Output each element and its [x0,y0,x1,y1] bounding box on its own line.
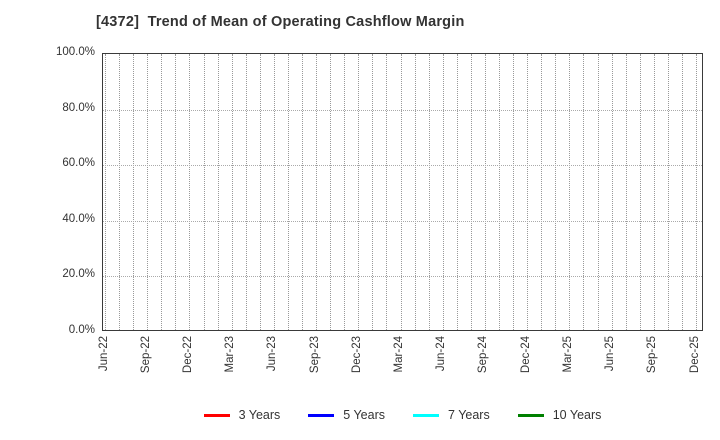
legend-line-swatch [203,413,230,417]
x-tick-label: Dec-24 [519,336,532,374]
vertical-gridline [569,54,571,330]
vertical-gridline [372,54,374,330]
legend-label: 5 Years [343,408,386,422]
legend-item: 10 Years [517,408,602,422]
y-tick-label: 60.0% [62,157,95,170]
horizontal-gridline [103,276,702,278]
vertical-gridline [499,54,500,330]
vertical-gridline [625,54,627,330]
vertical-gridline [189,54,191,330]
vertical-gridline [302,54,303,330]
x-tick-label: Mar-24 [393,336,405,373]
vertical-gridline [259,54,261,330]
vertical-gridline [386,54,388,330]
x-tick-label: Dec-25 [688,336,701,374]
x-tick-label: Jun-25 [604,336,617,372]
horizontal-gridline [103,220,702,222]
legend-line-swatch [517,413,544,417]
legend-label: 7 Years [448,408,490,422]
vertical-gridline [470,54,472,330]
y-tick-label: 0.0% [68,324,95,336]
x-tick-label: Sep-25 [646,336,659,374]
vertical-gridline [133,54,135,330]
x-tick-label: Jun-23 [266,336,279,372]
vertical-gridline [344,54,346,330]
vertical-gridline [119,54,121,330]
vertical-gridline [203,54,205,330]
x-tick-label: Jun-24 [435,336,448,372]
y-tick-label: 40.0% [62,212,95,225]
legend-item: 7 Years [413,408,490,422]
vertical-gridline [597,54,599,330]
vertical-gridline [175,54,177,330]
vertical-gridline [639,54,641,330]
vertical-gridline [217,54,219,330]
x-tick-label: Sep-24 [477,336,490,374]
vertical-gridline [287,54,289,330]
legend-item: 5 Years [308,408,385,422]
vertical-gridline [428,54,430,330]
vertical-gridline [667,54,669,330]
vertical-gridline [555,54,557,330]
vertical-gridline [583,54,585,330]
vertical-gridline [456,54,458,330]
series-plot-layer [103,54,702,330]
x-tick-label: Sep-23 [308,336,321,374]
vertical-gridline [273,54,275,330]
vertical-gridline [147,54,149,330]
x-tick-label: Jun-22 [97,336,110,372]
plot-area [102,53,703,331]
horizontal-gridline [103,109,702,111]
y-tick-label: 20.0% [62,268,95,281]
x-tick-label: Dec-22 [181,336,194,374]
horizontal-gridline [103,165,702,167]
vertical-gridline [245,54,247,330]
vertical-gridline [681,54,683,330]
legend-label: 10 Years [552,408,602,422]
vertical-gridline [330,54,332,330]
y-tick-label: 80.0% [62,101,95,114]
vertical-gridline [527,54,529,330]
legend-line-swatch [308,413,335,417]
x-tick-label: Mar-25 [561,336,574,373]
vertical-gridline [696,54,697,330]
chart-title: [4372] Trend of Mean of Operating Cashfl… [96,14,465,30]
vertical-gridline [231,54,233,330]
legend: 3 Years 5 Years 7 Years 10 Years [102,405,703,425]
x-tick-label: Mar-23 [224,336,237,373]
vertical-gridline [442,54,444,330]
y-tick-label: 100.0% [55,46,95,58]
vertical-gridline [358,54,360,330]
legend-line-swatch [413,413,440,417]
vertical-gridline [414,54,416,330]
vertical-gridline [161,54,163,330]
legend-item: 3 Years [203,408,281,422]
vertical-gridline [653,54,655,330]
vertical-gridline [316,54,318,330]
x-tick-label: Sep-22 [139,336,152,374]
vertical-gridline [400,54,402,330]
vertical-gridline [513,54,515,330]
vertical-gridline [105,54,106,330]
x-tick-label: Dec-23 [350,336,363,374]
vertical-gridline [541,54,543,330]
legend-label: 3 Years [238,408,281,422]
vertical-gridline [484,54,486,330]
vertical-gridline [611,54,613,330]
